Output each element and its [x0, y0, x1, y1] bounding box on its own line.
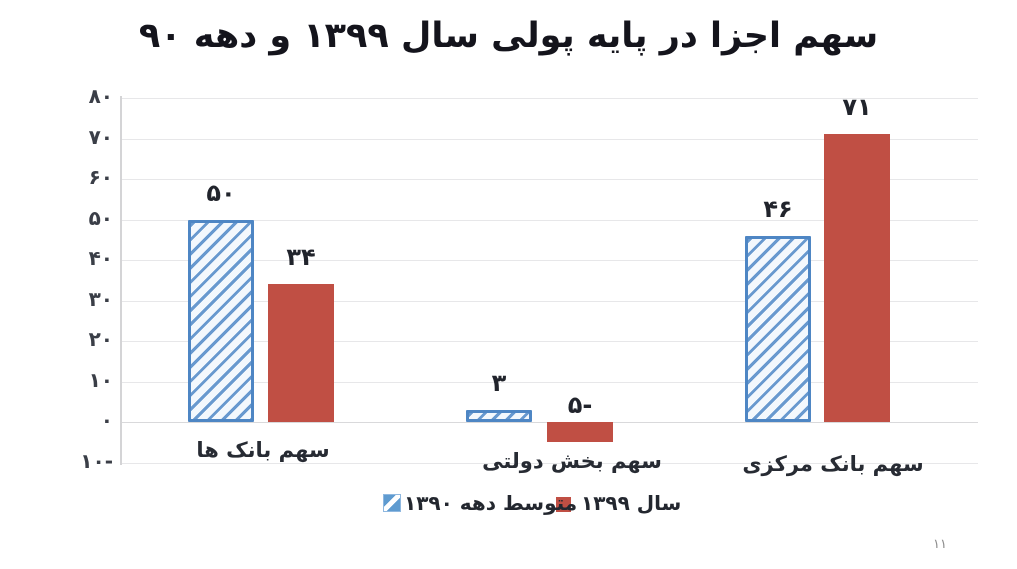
bar-value-label: ۳: [491, 368, 507, 397]
bar-hatched-2: [745, 235, 811, 422]
y-axis-tick-label: ۰: [100, 408, 113, 432]
gridline-40: [122, 260, 978, 261]
bar-solid-0: [268, 284, 334, 422]
gridline-50: [122, 219, 978, 221]
y-axis-tick-label: ۸۰: [88, 84, 113, 108]
gridline--10: [122, 462, 978, 464]
legend-label-0: سال ۱۳۹۹: [581, 491, 682, 515]
bar-value-label: ۷۱: [842, 93, 872, 122]
gridline-10: [122, 381, 978, 383]
page-number: ۱۱: [933, 537, 947, 552]
legend-marker-hatched-blue: [383, 494, 401, 512]
bar-value-label: ۴۶: [763, 194, 793, 223]
category-label-2: سهم بانک مرکزی: [742, 452, 924, 476]
bar-solid-2: [824, 134, 890, 422]
gridline-60: [122, 179, 978, 180]
y-axis-line: [120, 96, 122, 465]
category-label-0: سهم بانک ها: [196, 438, 330, 462]
chart-title: سهم اجزا در پایه پولی سال ۱۳۹۹ و دهه ۹۰: [138, 16, 879, 56]
legend-marker-solid-red: [556, 497, 571, 512]
legend-label-1: متوسط دهه ۱۳۹۰: [404, 491, 578, 515]
y-axis-tick-label: ۷۰: [88, 124, 113, 149]
bar-solid-1: [547, 422, 613, 443]
bar-hatched-0: [188, 219, 254, 422]
y-axis-tick-label: ۶۰: [88, 165, 113, 189]
gridline-70: [122, 138, 978, 140]
y-axis-tick-label: ۴۰: [88, 246, 113, 270]
bar-hatched-1: [466, 409, 532, 422]
gridline-30: [122, 300, 978, 302]
y-axis-tick-label: ۱۰: [88, 367, 113, 392]
category-label-1: سهم بخش دولتی: [482, 449, 662, 473]
bar-value-label: -۵: [567, 391, 593, 419]
y-axis-tick-label: ۵۰: [88, 205, 113, 230]
gridline-20: [122, 341, 978, 342]
bar-value-label: ۵۰: [206, 178, 236, 207]
bar-value-label: ۳۴: [286, 243, 316, 272]
gridline-80: [122, 98, 978, 99]
y-axis-tick-label: ۳۰: [88, 286, 113, 311]
y-axis-tick-label: -۱۰: [80, 448, 113, 473]
y-axis-tick-label: ۲۰: [88, 327, 113, 351]
